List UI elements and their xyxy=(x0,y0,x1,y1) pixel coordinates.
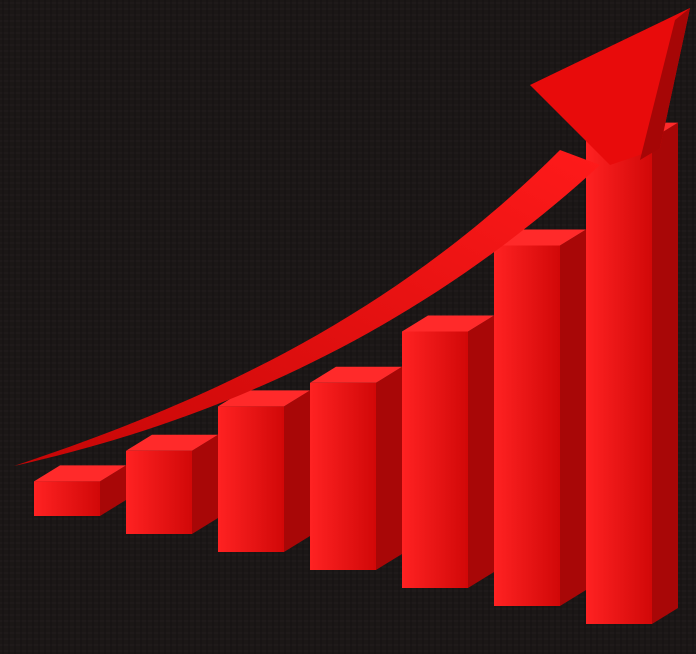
bar-top-2 xyxy=(126,434,218,451)
bar-2 xyxy=(126,434,218,534)
bar-1 xyxy=(34,465,126,516)
bar-3 xyxy=(218,390,310,552)
bar-front-4 xyxy=(310,382,376,570)
bar-side-2 xyxy=(192,434,218,534)
bar-front-7 xyxy=(586,138,652,624)
bars-group xyxy=(34,122,678,625)
bar-front-3 xyxy=(218,406,284,552)
bar-top-1 xyxy=(34,465,126,482)
bar-side-3 xyxy=(284,390,310,552)
bar-front-2 xyxy=(126,450,192,534)
bar-side-5 xyxy=(468,315,494,588)
bar-side-7 xyxy=(652,122,678,625)
trend-arrow xyxy=(14,8,690,466)
bar-5 xyxy=(402,315,494,588)
bar-side-4 xyxy=(376,366,402,570)
bar-front-6 xyxy=(494,245,560,606)
bar-side-6 xyxy=(560,229,586,606)
trend-arrow-head-side xyxy=(640,8,690,160)
bar-6 xyxy=(494,229,586,606)
bar-front-5 xyxy=(402,331,468,588)
bar-top-4 xyxy=(310,366,402,383)
trend-arrow-shaft xyxy=(14,150,600,466)
bar-front-1 xyxy=(34,481,100,516)
bar-4 xyxy=(310,366,402,570)
bar-7 xyxy=(586,122,678,625)
bar-top-5 xyxy=(402,315,494,332)
bar-side-1 xyxy=(100,465,126,516)
